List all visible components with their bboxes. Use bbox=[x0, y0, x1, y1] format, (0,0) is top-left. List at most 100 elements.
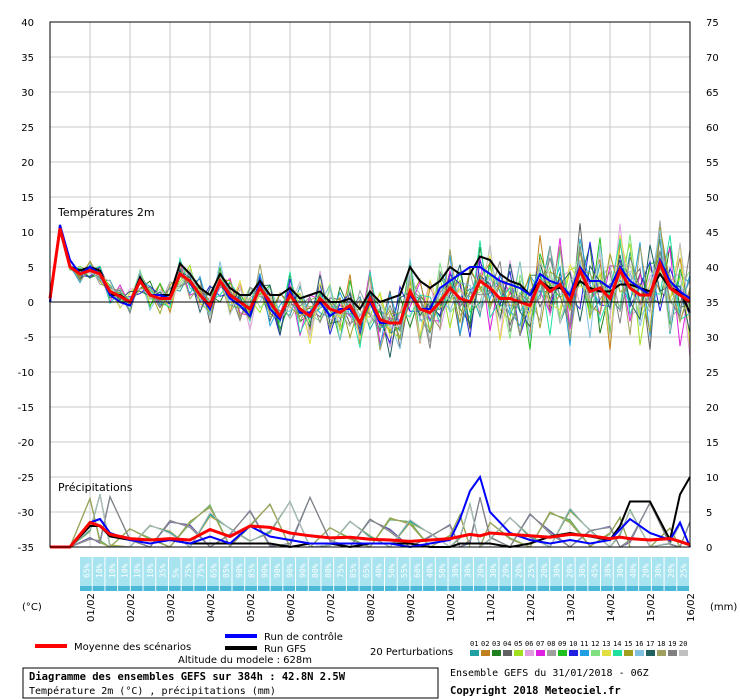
precip-prob-marker bbox=[677, 586, 689, 591]
right-tick-label: 75 bbox=[706, 18, 719, 29]
precip-prob-box bbox=[207, 557, 219, 591]
perturbation-swatch bbox=[536, 650, 545, 656]
precip-prob-label: 20% bbox=[642, 563, 651, 578]
precip-prob-box bbox=[118, 557, 130, 591]
precip-prob-box bbox=[677, 557, 689, 591]
precip-prob-label: 30% bbox=[578, 563, 587, 578]
precip-prob-box bbox=[80, 557, 92, 591]
x-tick-label: 01/02 bbox=[86, 593, 97, 622]
precip-prob-label: 25% bbox=[680, 563, 689, 578]
perturbation-number: 03 bbox=[492, 640, 500, 648]
precip-prob-marker bbox=[372, 586, 384, 591]
precip-prob-label: 30% bbox=[464, 563, 473, 578]
precip-prob-label: 45% bbox=[591, 563, 600, 578]
precip-prob-marker bbox=[486, 586, 499, 591]
precip-prob-label: 60% bbox=[413, 563, 422, 578]
precip-prob-box bbox=[105, 557, 118, 591]
precip-prob-label: 50% bbox=[438, 563, 447, 578]
x-tick-label: 08/02 bbox=[366, 593, 377, 622]
precip-prob-label: 90% bbox=[260, 563, 269, 578]
precip-prob-marker bbox=[664, 586, 677, 591]
perturbation-number: 07 bbox=[536, 640, 544, 648]
precip-prob-label: 90% bbox=[286, 563, 295, 578]
precip-prob-box bbox=[486, 557, 499, 591]
precip-prob-box bbox=[385, 557, 397, 591]
precip-prob-marker bbox=[156, 586, 168, 591]
precip-prob-box bbox=[473, 557, 486, 591]
perturbation-swatch bbox=[580, 650, 589, 656]
footer-subtitle: Température 2m (°C) , précipitations (mm… bbox=[29, 685, 276, 697]
precip-prob-label: 85% bbox=[222, 563, 231, 578]
precip-probability-row: 65% 10% 10% 10% 10% 10% 35% 5% 75% 75% 65% 85% 90% 85… bbox=[80, 557, 689, 591]
precip-prob-label: 25% bbox=[527, 563, 536, 578]
precip-prob-marker bbox=[410, 586, 423, 591]
precip-prob-label: 30% bbox=[603, 563, 612, 578]
precip-prob-marker bbox=[245, 586, 257, 591]
control-precip-line bbox=[50, 474, 691, 549]
left-tick-label: -25 bbox=[18, 473, 34, 484]
precip-prob-box bbox=[499, 557, 512, 591]
precip-prob-marker bbox=[194, 586, 207, 591]
right-tick-label: 25 bbox=[706, 368, 719, 379]
precip-prob-label: 20% bbox=[514, 563, 523, 578]
chart-grid bbox=[49, 21, 691, 548]
perturbation-precip-line bbox=[50, 494, 691, 548]
precip-prob-box bbox=[410, 557, 423, 591]
precip-prob-label: 85% bbox=[349, 563, 358, 578]
perturbation-number: 12 bbox=[591, 640, 599, 648]
right-tick-label: 50 bbox=[706, 193, 719, 204]
chart-axes: 4035302520151050-5-10-15-20-25-30-357570… bbox=[18, 18, 719, 622]
perturbation-number: 04 bbox=[503, 640, 511, 648]
precip-prob-box bbox=[143, 557, 156, 591]
precip-prob-label: 10% bbox=[108, 563, 117, 578]
precip-prob-marker bbox=[524, 586, 537, 591]
x-tick-label: 07/02 bbox=[326, 593, 337, 622]
precip-prob-marker bbox=[626, 586, 639, 591]
precip-prob-marker bbox=[270, 586, 283, 591]
precip-prob-label: 20% bbox=[667, 563, 676, 578]
x-tick-label: 16/02 bbox=[686, 593, 697, 622]
precip-prob-marker bbox=[105, 586, 118, 591]
legend-label-control: Run de contrôle bbox=[264, 631, 343, 643]
precip-prob-box bbox=[613, 557, 626, 591]
precip-prob-marker bbox=[575, 586, 588, 591]
precip-prob-label: 20% bbox=[565, 563, 574, 578]
left-tick-label: 15 bbox=[21, 193, 34, 204]
precip-prob-box bbox=[168, 557, 181, 591]
precip-prob-box bbox=[651, 557, 664, 591]
precip-prob-marker bbox=[639, 586, 651, 591]
footer-title: Diagramme des ensembles GEFS sur 384h : … bbox=[29, 671, 346, 683]
perturbation-swatch bbox=[646, 650, 655, 656]
precip-prob-label: 30% bbox=[654, 563, 663, 578]
x-tick-label: 05/02 bbox=[246, 593, 257, 622]
precip-prob-box bbox=[181, 557, 194, 591]
perturbation-number: 08 bbox=[547, 640, 555, 648]
perturbation-swatch bbox=[558, 650, 567, 656]
perturbation-swatch bbox=[602, 650, 611, 656]
precip-prob-box bbox=[626, 557, 639, 591]
perturbation-number: 15 bbox=[624, 640, 632, 648]
right-tick-label: 70 bbox=[706, 53, 719, 64]
precip-prob-marker bbox=[435, 586, 448, 591]
precip-prob-label: 50% bbox=[387, 563, 396, 578]
left-tick-label: 10 bbox=[21, 228, 34, 239]
precip-prob-marker bbox=[385, 586, 397, 591]
precip-prob-box bbox=[435, 557, 448, 591]
precip-prob-marker bbox=[397, 586, 410, 591]
precip-prob-marker bbox=[550, 586, 562, 591]
x-tick-label: 10/02 bbox=[446, 593, 457, 622]
precip-prob-marker bbox=[334, 586, 346, 591]
left-tick-label: 20 bbox=[21, 158, 34, 169]
perturbation-swatch bbox=[470, 650, 479, 656]
left-axis-unit: (°C) bbox=[22, 602, 42, 613]
right-axis-unit: (mm) bbox=[710, 602, 737, 613]
precip-prob-box bbox=[639, 557, 651, 591]
right-tick-label: 20 bbox=[706, 403, 719, 414]
precip-prob-marker bbox=[130, 586, 143, 591]
precip-prob-label: 40% bbox=[425, 563, 434, 578]
left-tick-label: -5 bbox=[24, 333, 34, 344]
plot-frame bbox=[49, 21, 691, 548]
perturbation-number: 01 bbox=[470, 640, 478, 648]
perturbation-swatch bbox=[668, 650, 677, 656]
right-tick-label: 65 bbox=[706, 88, 719, 99]
